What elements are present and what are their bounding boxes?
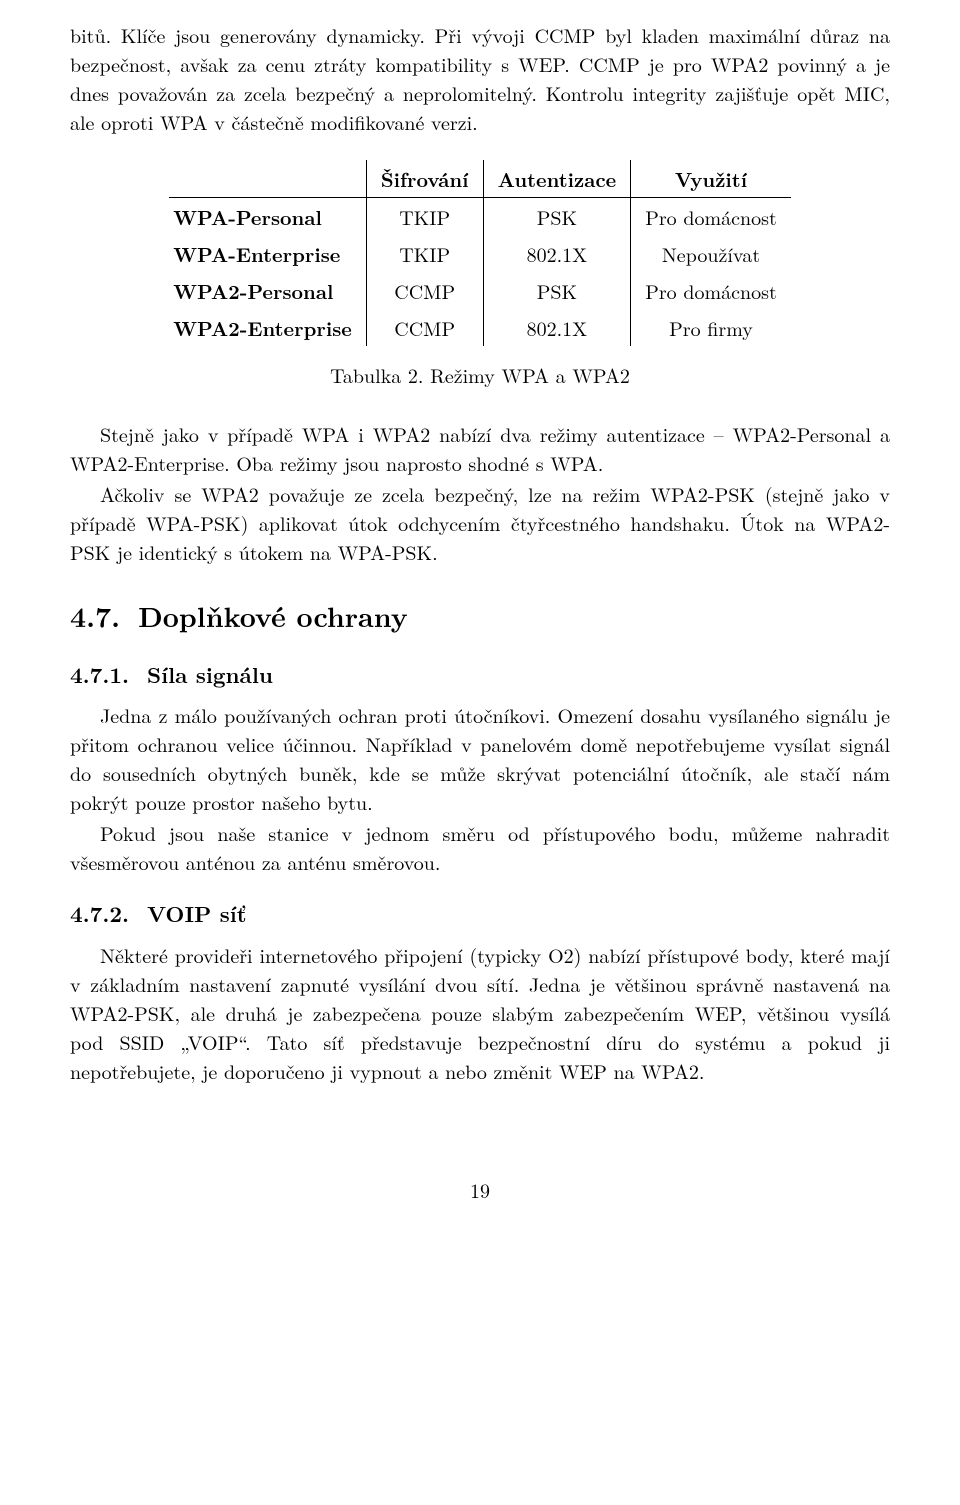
subsection-title: Síla signálu [147,659,273,690]
cell: PSK [483,272,631,309]
table-header-vyuziti: Využití [631,160,791,198]
table-header-autentizace: Autentizace [483,160,631,198]
table-row: WPA-Enterprise TKIP 802.1X Nepoužívat [169,235,791,272]
cell: Nepoužívat [631,235,791,272]
subsection-title: VOIP síť [147,898,247,929]
table-row: WPA2-Personal CCMP PSK Pro domácnost [169,272,791,309]
section-title: Doplňkové ochrany [138,596,408,636]
cell: 802.1X [483,235,631,272]
page-number: 19 [70,1175,890,1204]
section-4-7-2-heading: 4.7.2. VOIP síť [70,898,890,930]
wpa-modes-table: Šifrování Autentizace Využití WPA-Person… [169,160,791,346]
paragraph-intro: bitů. Klíče jsou generovány dynamicky. P… [70,20,890,136]
cell: Pro firmy [631,309,791,346]
section-number: 4.7. [70,596,120,636]
table-header-blank [169,160,366,198]
cell: CCMP [366,272,483,309]
row-label: WPA2-Personal [169,272,366,309]
row-label: WPA2-Enterprise [169,309,366,346]
cell: Pro domácnost [631,272,791,309]
row-label: WPA-Enterprise [169,235,366,272]
paragraph-wpa2-modes: Stejně jako v případě WPA i WPA2 nabízí … [70,419,890,477]
paragraph-signal-b: Pokud jsou naše stanice v jednom směru o… [70,818,890,876]
cell: PSK [483,198,631,236]
paragraph-voip: Některé provideři internetového připojen… [70,940,890,1085]
subsection-number: 4.7.1. [70,659,129,690]
table-row: WPA2-Enterprise CCMP 802.1X Pro firmy [169,309,791,346]
section-4-7-1-heading: 4.7.1. Síla signálu [70,659,890,691]
cell: CCMP [366,309,483,346]
cell: 802.1X [483,309,631,346]
paragraph-wpa2-attack: Ačkoliv se WPA2 považuje ze zcela bezpeč… [70,479,890,566]
section-4-7-heading: 4.7. Doplňkové ochrany [70,596,890,637]
table-header-sifrovani: Šifrování [366,160,483,198]
table-caption: Tabulka 2. Režimy WPA a WPA2 [70,360,890,389]
cell: TKIP [366,235,483,272]
row-label: WPA-Personal [169,198,366,236]
paragraph-signal-a: Jedna z málo používaných ochran proti út… [70,700,890,816]
cell: TKIP [366,198,483,236]
table-row: WPA-Personal TKIP PSK Pro domácnost [169,198,791,236]
cell: Pro domácnost [631,198,791,236]
subsection-number: 4.7.2. [70,898,129,929]
